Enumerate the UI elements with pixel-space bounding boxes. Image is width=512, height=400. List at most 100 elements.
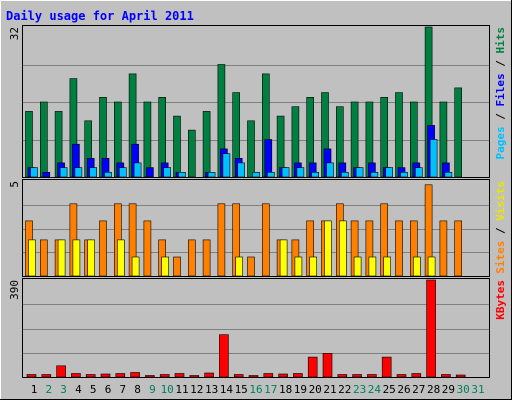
pages-bar [355,167,364,178]
visits-bar [57,239,66,277]
pages-bar [89,167,97,178]
kbytes-bar [41,374,52,378]
kbytes-bar [411,373,422,378]
legend-sites: Sites [494,241,507,274]
hits-bar [247,120,255,178]
kbytes-panel-legend: KBytes [494,280,507,320]
legend-separator: / [494,221,507,241]
kbytes-bar [248,375,259,378]
kbytes-bar [26,374,37,378]
hits-bar [454,87,463,178]
sites-bar [454,220,463,277]
kbytes-bar [56,365,66,378]
visits-bar [117,239,125,277]
pages-bar [133,162,142,178]
kbytes-bar [71,373,81,378]
kbytes-bar [381,356,392,378]
x-tick-label: 3 [60,383,67,396]
kbytes-bar [233,374,244,378]
legend-hits: Hits [494,27,507,54]
x-tick-label: 26 [397,383,410,396]
kbytes-bar [85,374,96,378]
hits-bar [25,111,33,178]
visits-bar [72,239,81,277]
pages-bar [400,172,408,178]
pages-bar [444,172,453,178]
legend-row: Sites / Visits [494,181,507,274]
pages-bar [414,167,423,178]
x-tick-label: 4 [75,383,82,396]
pages-bar [429,139,438,178]
visits-bar [353,256,362,277]
kbytes-bar [263,373,274,378]
kbytes-bar [352,374,362,378]
pages-bar [252,172,260,178]
kbytes-bar [115,373,126,378]
bars [25,26,466,378]
kbytes-bar [307,356,318,378]
legend-row: Pages / Files / Hits [494,27,507,160]
sites-bar [188,239,196,277]
kbytes-bar [189,375,200,378]
visits-bar [427,256,436,277]
sites-bar [202,239,211,277]
x-tick-label: 30 [457,383,470,396]
visits-bar [235,256,243,277]
visits-bar [28,239,36,277]
pages-bar [311,172,320,178]
x-tick-label: 8 [134,383,141,396]
x-tick-label: 29 [442,383,455,396]
visits-bar [412,256,421,277]
files-bar [42,172,51,178]
kbytes-ymax-label: 390 [8,280,21,300]
hits-bar [350,101,359,178]
files-bar [146,167,154,178]
hits-ymax-label: 32 [8,27,21,40]
sites-bar [143,220,152,277]
kbytes-bar [130,372,140,378]
hits-bar [143,101,152,178]
pages-bar [385,167,394,178]
kbytes-bar [441,374,451,378]
x-axis-labels: 1 2 3 4 5 6 7 8 9 10 11 12 13 14 15 16 17 18 19 20 21 22 23 24 2… [31,383,485,396]
legend-separator: / [494,54,507,74]
x-tick-label: 11 [175,383,188,396]
pages-bar [281,167,290,178]
x-tick-label: 7 [119,383,126,396]
x-tick-label: 2 [45,383,52,396]
x-tick-label: 24 [368,383,382,396]
hits-bar [395,92,403,178]
kbytes-bar [455,374,466,378]
legend-visits: Visits [494,181,507,221]
pages-bar [340,172,349,178]
pages-bar [178,172,186,178]
hits-panel-frame [22,25,490,178]
x-tick-label: 14 [220,383,234,396]
visits-bar [279,239,288,277]
sites-bar [261,203,270,277]
x-tick-label: 20 [309,383,322,396]
x-tick-label: 28 [427,383,440,396]
hits-bar [202,111,211,178]
kbytes-bar [100,373,111,378]
kbytes-bar [204,372,214,378]
x-tick-label: 25 [383,383,396,396]
visits-bar [338,220,347,277]
visits-bar [131,256,140,277]
visits-bar [294,256,303,277]
pages-bar [222,153,231,178]
pages-bar [104,172,112,178]
sites-bar [247,256,255,277]
x-tick-label: 12 [190,383,203,396]
legend-kbytes: KBytes [494,280,507,320]
legend-files: Files [494,73,507,106]
pages-bar [119,167,127,178]
visits-bar [324,220,332,277]
kbytes-bar [322,353,333,378]
hits-bar [380,97,389,178]
files-bar [264,139,273,178]
kbytes-bar [145,375,155,378]
visits-bar [161,256,169,277]
pages-bar [30,167,38,178]
